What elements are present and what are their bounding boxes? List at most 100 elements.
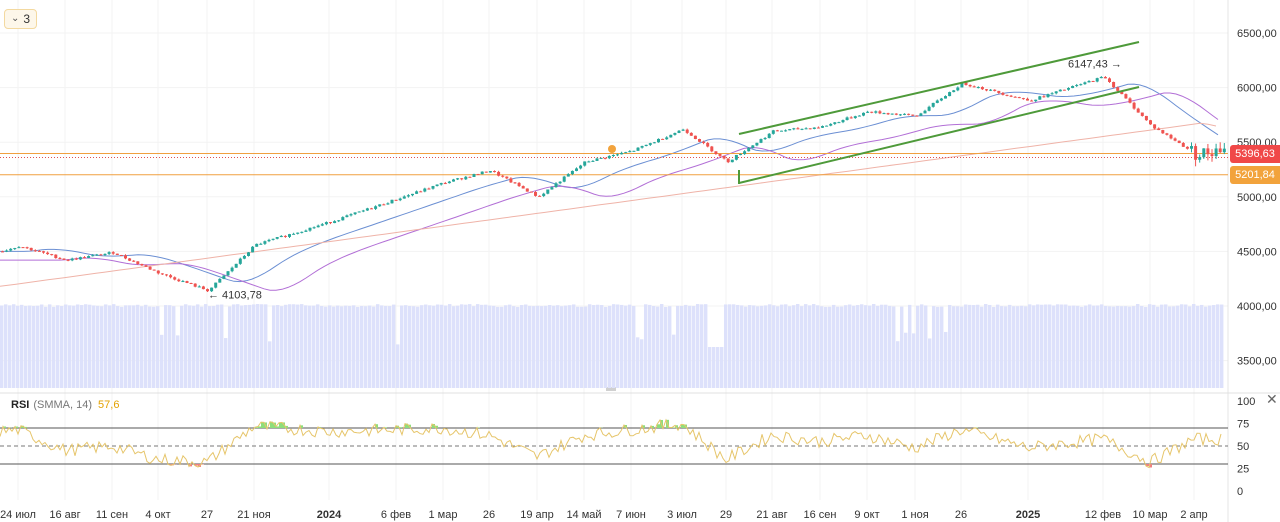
volume-bar bbox=[776, 306, 780, 388]
candle-body bbox=[616, 154, 619, 156]
candle-body bbox=[628, 151, 632, 153]
candle-body bbox=[669, 134, 673, 138]
volume-bar bbox=[356, 306, 360, 388]
close-icon[interactable]: ✕ bbox=[1266, 391, 1278, 407]
volume-bar bbox=[260, 304, 264, 388]
candle-body bbox=[1173, 138, 1177, 141]
rsi-overbought-fill bbox=[432, 423, 435, 428]
volume-bar bbox=[1008, 304, 1012, 388]
volume-bar bbox=[396, 344, 400, 388]
volume-bar bbox=[916, 305, 920, 388]
candle-body bbox=[1095, 78, 1099, 82]
rsi-legend[interactable]: RSI (SMMA, 14) 57,6 bbox=[11, 399, 119, 411]
volume-bar bbox=[496, 306, 500, 388]
volume-bar bbox=[168, 305, 172, 388]
rsi-overbought-fill bbox=[399, 427, 402, 428]
volume-bar bbox=[756, 306, 760, 388]
candle-body bbox=[866, 111, 870, 113]
volume-bar bbox=[832, 304, 836, 388]
candle-body bbox=[468, 176, 472, 178]
volume-bar bbox=[512, 306, 516, 388]
volume-bar bbox=[692, 306, 696, 388]
channel-upper-line bbox=[738, 41, 1140, 135]
candle-body bbox=[788, 129, 792, 131]
candle-body bbox=[1214, 148, 1218, 157]
volume-bar bbox=[460, 304, 464, 388]
time-axis-label: 2025 bbox=[1016, 509, 1040, 521]
candle-body bbox=[907, 113, 911, 115]
candle-body bbox=[95, 254, 99, 256]
volume-bar bbox=[212, 305, 216, 388]
candle-body bbox=[144, 265, 148, 267]
candle-body bbox=[333, 221, 337, 224]
candle-body bbox=[1017, 97, 1021, 99]
time-axis-label: 24 июл bbox=[0, 509, 36, 521]
collapse-indicators-button[interactable]: ⌄ 3 bbox=[4, 9, 38, 29]
candle-body bbox=[488, 171, 492, 173]
candle-body bbox=[156, 270, 160, 274]
volume-bar bbox=[984, 304, 988, 388]
candle-body bbox=[275, 237, 279, 239]
candle-body bbox=[919, 113, 923, 116]
volume-bar bbox=[640, 339, 644, 388]
candle-body bbox=[271, 238, 275, 240]
volume-bar bbox=[960, 306, 964, 388]
candle-body bbox=[132, 260, 136, 262]
volume-bar bbox=[200, 306, 204, 388]
candle-body bbox=[296, 232, 300, 234]
candle-body bbox=[1062, 89, 1066, 91]
volume-bar bbox=[936, 306, 940, 388]
volume-bar bbox=[248, 304, 252, 388]
volume-bar bbox=[180, 305, 184, 388]
candle-body bbox=[1079, 84, 1083, 86]
candle-body bbox=[1177, 140, 1181, 144]
high-annotation: 6147,43 → bbox=[1068, 59, 1122, 71]
candle-body bbox=[17, 247, 21, 249]
candle-body bbox=[640, 146, 644, 148]
candle-body bbox=[972, 86, 976, 88]
volume-bar bbox=[60, 306, 64, 388]
chevron-down-icon: ⌄ bbox=[11, 13, 20, 24]
candle-body bbox=[1206, 148, 1210, 155]
candle-body bbox=[534, 192, 537, 196]
candle-body bbox=[218, 278, 222, 283]
volume-bar bbox=[216, 304, 220, 388]
time-axis-label: 10 мар bbox=[1132, 509, 1167, 521]
candle-body bbox=[1071, 85, 1075, 89]
candle-body bbox=[1222, 148, 1226, 153]
volume-bar bbox=[752, 305, 756, 388]
volume-bar bbox=[1016, 306, 1020, 388]
candle-body bbox=[816, 127, 820, 129]
volume-bar bbox=[196, 304, 200, 388]
rsi-overbought-fill bbox=[276, 426, 279, 428]
volume-bar bbox=[520, 305, 524, 388]
volume-bar bbox=[480, 304, 484, 388]
time-axis-label: 7 июн bbox=[616, 509, 646, 521]
volume-bar bbox=[784, 304, 788, 388]
candle-body bbox=[1181, 143, 1185, 147]
candle-body bbox=[734, 154, 738, 160]
candle-body bbox=[525, 188, 529, 192]
volume-bar bbox=[28, 305, 32, 388]
candle-body bbox=[54, 254, 58, 259]
candle-body bbox=[1165, 133, 1169, 135]
candle-body bbox=[181, 281, 185, 283]
candle-body bbox=[706, 143, 710, 147]
volume-bar bbox=[1208, 305, 1212, 388]
candle-body bbox=[378, 204, 382, 207]
volume-bar bbox=[1064, 304, 1068, 388]
volume-bar bbox=[992, 306, 996, 388]
time-axis-label: 19 апр bbox=[520, 509, 553, 521]
time-axis-label: 2024 bbox=[317, 509, 342, 521]
candle-body bbox=[398, 198, 402, 201]
volume-bar bbox=[536, 305, 540, 388]
candle-body bbox=[985, 89, 988, 91]
candle-body bbox=[870, 111, 874, 113]
candle-body bbox=[611, 155, 615, 157]
candle-body bbox=[115, 253, 119, 255]
volume-bar bbox=[976, 304, 980, 388]
candle-body bbox=[1144, 115, 1148, 121]
volume-bar bbox=[844, 305, 848, 388]
candle-body bbox=[1034, 99, 1038, 102]
